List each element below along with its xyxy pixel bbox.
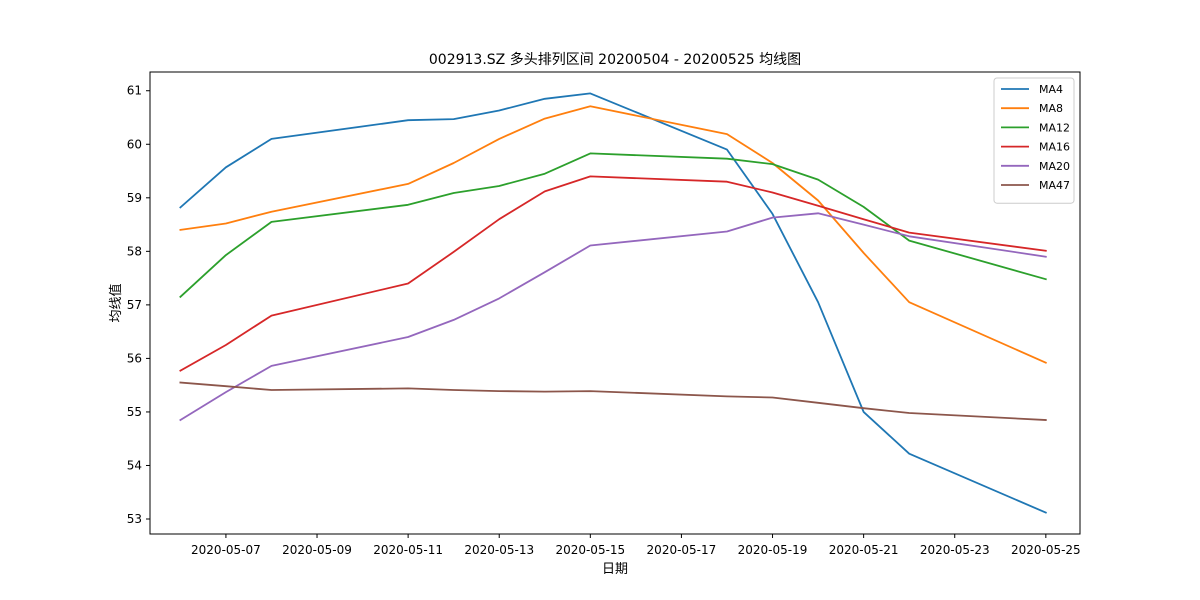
- y-tick-label: 58: [127, 244, 142, 258]
- legend-label: MA12: [1039, 121, 1070, 134]
- y-axis-label: 均线值: [108, 283, 124, 322]
- legend-label: MA8: [1039, 102, 1063, 115]
- series-line-ma16: [179, 175, 1047, 372]
- x-tick-label: 2020-05-15: [555, 543, 625, 557]
- y-tick-label: 61: [127, 84, 142, 98]
- plot-frame: [149, 71, 1081, 535]
- y-tick-label: 54: [127, 458, 142, 472]
- series-line-ma8: [179, 105, 1047, 364]
- x-tick-label: 2020-05-25: [1011, 543, 1081, 557]
- chart-title: 002913.SZ 多头排列区间 20200504 - 20200525 均线图: [429, 51, 801, 68]
- legend-label: MA47: [1039, 179, 1070, 192]
- x-tick-label: 2020-05-17: [647, 543, 717, 557]
- y-tick-label: 59: [127, 191, 142, 205]
- legend-label: MA4: [1039, 83, 1063, 96]
- x-axis-label: 日期: [602, 562, 628, 577]
- y-tick-label: 55: [127, 405, 142, 419]
- y-tick-label: 56: [127, 351, 142, 365]
- series-line-ma12: [179, 152, 1047, 299]
- y-tick-label: 57: [127, 298, 142, 312]
- y-tick-label: 53: [127, 512, 142, 526]
- x-tick-label: 2020-05-11: [373, 543, 443, 557]
- x-tick-label: 2020-05-13: [464, 543, 534, 557]
- x-tick-label: 2020-05-21: [829, 543, 899, 557]
- x-tick-label: 2020-05-19: [738, 543, 808, 557]
- x-tick-label: 2020-05-23: [920, 543, 990, 557]
- series-line-ma20: [179, 212, 1047, 422]
- plot-area: [179, 92, 1047, 514]
- legend-label: MA20: [1039, 160, 1070, 173]
- legend-box: [993, 77, 1075, 204]
- legend: MA4 MA8 MA12 MA16 MA20 MA47: [993, 77, 1075, 204]
- legend-label: MA16: [1039, 141, 1070, 154]
- x-tick-label: 2020-05-07: [191, 543, 261, 557]
- y-tick-label: 60: [127, 137, 142, 151]
- series-line-ma4: [179, 92, 1047, 514]
- x-tick-label: 2020-05-09: [282, 543, 352, 557]
- series-line-ma47: [179, 381, 1047, 421]
